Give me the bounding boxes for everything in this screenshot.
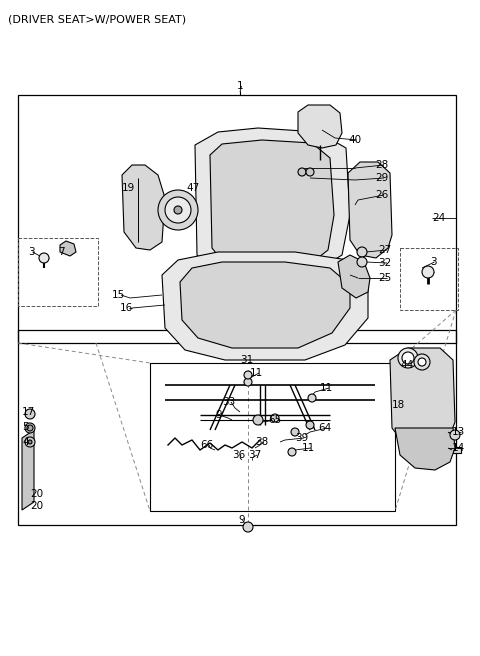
Text: 3: 3: [430, 257, 437, 267]
Text: 29: 29: [375, 173, 388, 183]
Text: 11: 11: [302, 443, 315, 453]
Text: 7: 7: [58, 247, 65, 257]
Text: 9: 9: [215, 410, 222, 420]
Bar: [18, 95, 456, 343]
Polygon shape: [180, 262, 350, 348]
Circle shape: [244, 378, 252, 386]
Text: 5: 5: [22, 422, 29, 432]
Bar: [18, 238, 98, 306]
Polygon shape: [210, 140, 334, 275]
Text: 40: 40: [348, 135, 361, 145]
Polygon shape: [338, 255, 370, 298]
Text: 33: 33: [222, 397, 235, 407]
Polygon shape: [122, 165, 165, 250]
Polygon shape: [348, 162, 392, 258]
Bar: [400, 248, 458, 310]
Text: 26: 26: [375, 190, 388, 200]
Text: 19: 19: [122, 183, 135, 193]
Bar: [18, 330, 456, 525]
Circle shape: [253, 415, 263, 425]
Circle shape: [174, 206, 182, 214]
Circle shape: [398, 348, 418, 368]
Text: (DRIVER SEAT>W/POWER SEAT): (DRIVER SEAT>W/POWER SEAT): [8, 14, 186, 24]
Text: 47: 47: [186, 183, 199, 193]
Polygon shape: [195, 128, 350, 285]
Text: 37: 37: [248, 450, 261, 460]
Polygon shape: [22, 430, 34, 510]
Polygon shape: [395, 428, 455, 470]
Circle shape: [298, 168, 306, 176]
Circle shape: [418, 358, 426, 366]
Text: 13: 13: [452, 427, 465, 437]
Text: 20: 20: [30, 489, 43, 499]
Bar: [445, 447, 461, 453]
Text: 11: 11: [320, 383, 333, 393]
Text: 24: 24: [432, 213, 445, 223]
Text: 27: 27: [378, 245, 391, 255]
Circle shape: [357, 257, 367, 267]
Circle shape: [39, 253, 49, 263]
Text: 1: 1: [237, 81, 244, 91]
Circle shape: [306, 421, 314, 429]
Circle shape: [357, 247, 367, 257]
Text: 25: 25: [378, 273, 391, 283]
Circle shape: [288, 448, 296, 456]
Circle shape: [291, 428, 299, 436]
Text: 15: 15: [112, 290, 125, 300]
Circle shape: [25, 423, 35, 433]
Text: 31: 31: [240, 355, 253, 365]
Polygon shape: [60, 241, 76, 256]
Circle shape: [244, 371, 252, 379]
Circle shape: [158, 190, 198, 230]
Bar: [150, 363, 395, 511]
Text: 20: 20: [30, 501, 43, 511]
Text: 14: 14: [452, 443, 465, 453]
Circle shape: [306, 168, 314, 176]
Circle shape: [28, 440, 32, 444]
Text: 64: 64: [318, 423, 331, 433]
Text: 66: 66: [200, 440, 213, 450]
Circle shape: [271, 414, 279, 422]
Circle shape: [402, 352, 414, 364]
Text: 39: 39: [295, 433, 308, 443]
Text: 65: 65: [268, 415, 281, 425]
Circle shape: [165, 197, 191, 223]
Polygon shape: [390, 348, 455, 448]
Polygon shape: [162, 252, 368, 360]
Text: 44: 44: [400, 360, 413, 370]
Text: 4: 4: [22, 437, 29, 447]
Text: 18: 18: [392, 400, 405, 410]
Circle shape: [27, 425, 33, 431]
Text: 36: 36: [232, 450, 245, 460]
Text: 11: 11: [250, 368, 263, 378]
Circle shape: [414, 354, 430, 370]
Text: 3: 3: [28, 247, 35, 257]
Polygon shape: [298, 105, 342, 148]
Circle shape: [308, 394, 316, 402]
Text: 16: 16: [120, 303, 133, 313]
Text: 9: 9: [238, 515, 245, 525]
Circle shape: [243, 522, 253, 532]
Text: 17: 17: [22, 407, 35, 417]
Circle shape: [450, 430, 460, 440]
Circle shape: [422, 266, 434, 278]
Circle shape: [25, 437, 35, 447]
Text: 32: 32: [378, 258, 391, 268]
Text: 38: 38: [255, 437, 268, 447]
Circle shape: [25, 409, 35, 419]
Text: 28: 28: [375, 160, 388, 170]
